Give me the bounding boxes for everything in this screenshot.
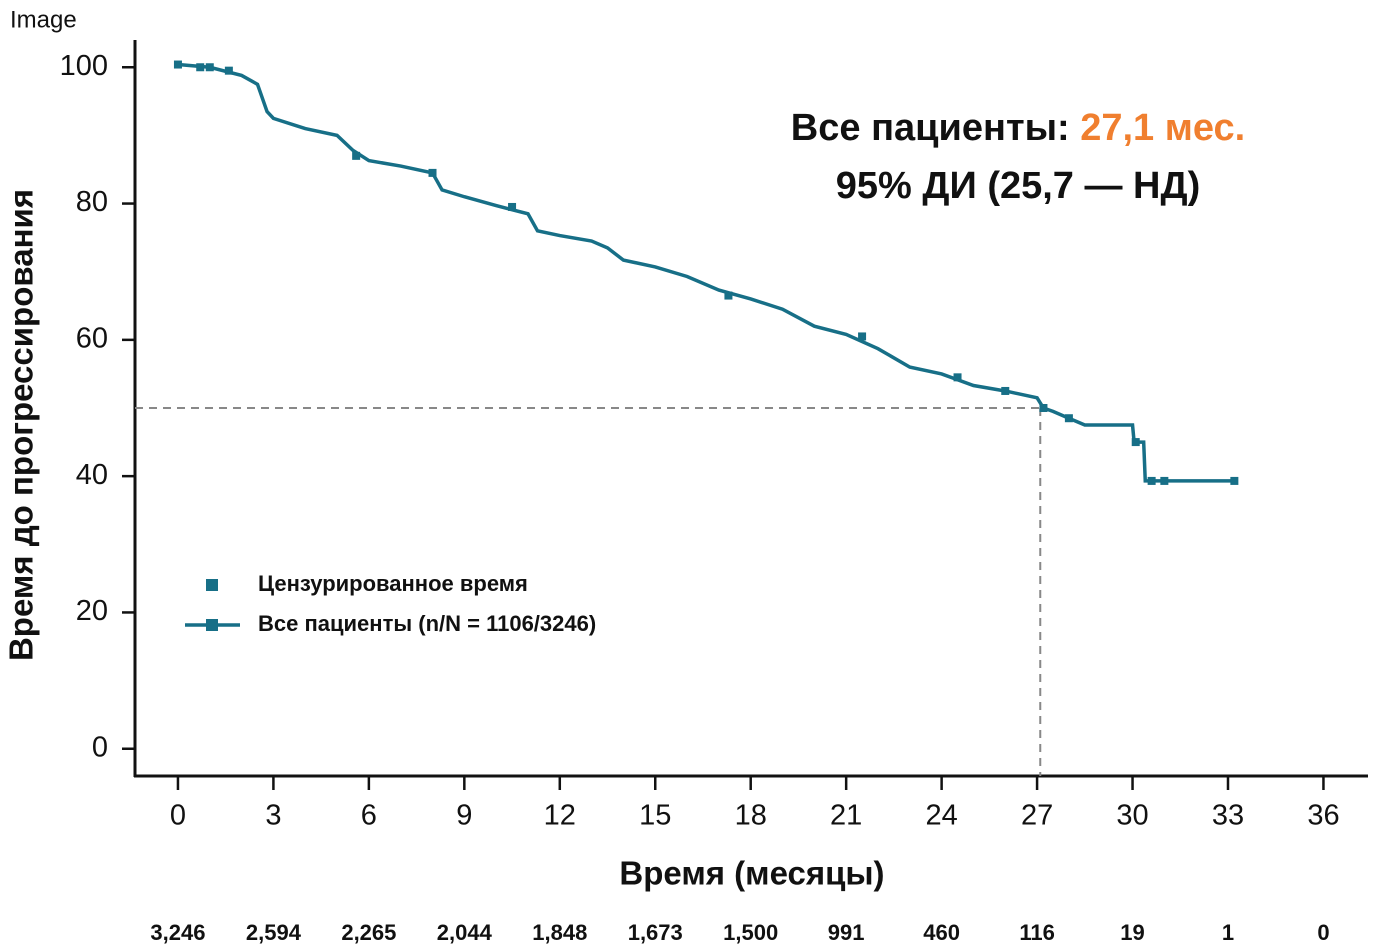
censor-mark — [1160, 476, 1169, 485]
legend-label: Цензурированное время — [258, 571, 528, 596]
x-tick-label: 27 — [1021, 800, 1053, 832]
annotation-prefix: Все пациенты: — [791, 107, 1080, 149]
censor-mark — [173, 60, 182, 69]
y-axis-label: Время до прогрессирования — [3, 189, 40, 661]
at-risk-label: 991 — [828, 920, 865, 945]
y-tick-label: 80 — [76, 186, 108, 218]
at-risk-label: 1 — [1222, 920, 1234, 945]
at-risk-label: 2,594 — [246, 920, 302, 945]
censor-mark — [205, 63, 214, 72]
censor-mark — [858, 332, 867, 341]
censor-mark — [1147, 476, 1156, 485]
censor-mark — [1064, 414, 1073, 423]
x-tick-label: 30 — [1116, 800, 1148, 832]
annotation: Все пациенты: 27,1 мес. — [791, 107, 1245, 149]
y-tick-label: 100 — [60, 50, 108, 82]
annotation-highlight: 27,1 мес. — [1080, 107, 1245, 149]
at-risk-label: 1,673 — [628, 920, 683, 945]
at-risk-label: 460 — [923, 920, 960, 945]
x-tick-label: 6 — [361, 800, 377, 832]
at-risk-label: 1,500 — [723, 920, 778, 945]
legend-line-marker — [206, 619, 218, 631]
censor-mark — [428, 168, 437, 177]
censor-mark — [508, 202, 517, 211]
at-risk-label: 0 — [1317, 920, 1329, 945]
x-tick-label: 15 — [639, 800, 671, 832]
censor-mark — [724, 291, 733, 300]
censor-mark — [1039, 404, 1048, 412]
image-label: Image — [10, 6, 77, 33]
y-tick-label: 40 — [76, 459, 108, 491]
x-tick-label: 12 — [544, 800, 576, 832]
x-tick-label: 9 — [456, 800, 472, 832]
y-tick-label: 0 — [92, 731, 108, 763]
censor-mark — [1131, 438, 1140, 447]
censor-mark — [1001, 386, 1010, 395]
legend-censor-marker — [206, 579, 218, 591]
censor-mark — [1230, 476, 1239, 485]
survival-line — [177, 62, 1235, 483]
annotation-line2: 95% ДИ (25,7 — НД) — [836, 165, 1200, 207]
y-tick-label: 20 — [76, 595, 108, 627]
at-risk-label: 116 — [1019, 920, 1055, 945]
legend-label: Все пациенты (n/N = 1106/3246) — [258, 611, 596, 636]
censor-mark — [224, 66, 233, 75]
x-tick-label: 18 — [735, 800, 767, 832]
x-tick-label: 24 — [925, 800, 957, 832]
x-tick-label: 0 — [170, 800, 186, 832]
x-axis-label: Время (месяцы) — [619, 855, 884, 892]
at-risk-label: 19 — [1120, 920, 1144, 945]
at-risk-label: 2,265 — [341, 920, 396, 945]
at-risk-label: 3,246 — [150, 920, 205, 945]
censor-mark — [352, 151, 361, 160]
censor-mark — [953, 373, 962, 382]
x-tick-label: 33 — [1212, 800, 1244, 832]
x-tick-label: 21 — [830, 800, 862, 832]
x-tick-label: 3 — [265, 800, 281, 832]
y-tick-label: 60 — [76, 323, 108, 355]
at-risk-label: 1,848 — [532, 920, 587, 945]
at-risk-label: 2,044 — [437, 920, 493, 945]
x-tick-label: 36 — [1307, 800, 1339, 832]
censor-mark — [196, 63, 205, 72]
